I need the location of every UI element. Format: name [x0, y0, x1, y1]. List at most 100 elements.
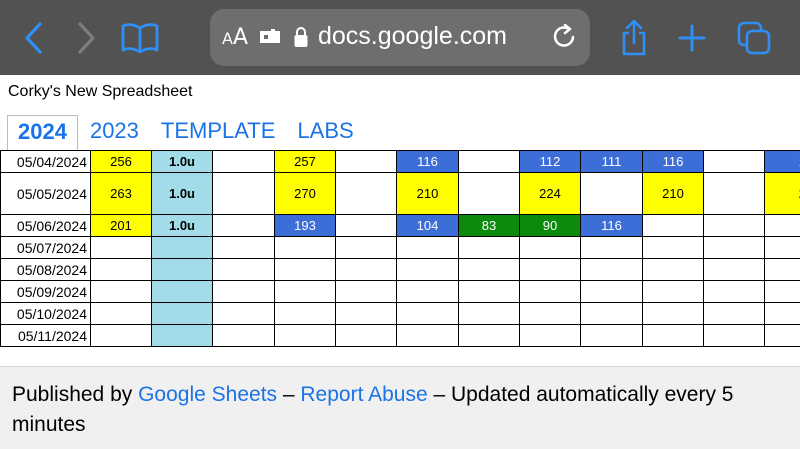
value-cell[interactable]	[703, 324, 765, 347]
value-cell[interactable]	[642, 258, 704, 281]
value-cell[interactable]	[580, 172, 643, 215]
value-cell[interactable]	[396, 302, 459, 325]
value-cell[interactable]	[519, 280, 581, 303]
value-cell[interactable]	[396, 236, 459, 259]
date-cell[interactable]: 05/09/2024	[0, 280, 91, 303]
date-cell[interactable]: 05/05/2024	[0, 172, 91, 215]
value-cell[interactable]	[458, 150, 520, 173]
value-cell[interactable]	[703, 172, 765, 215]
value-cell[interactable]	[212, 324, 275, 347]
value-cell[interactable]: 1.0u	[151, 150, 213, 173]
value-cell[interactable]	[764, 214, 800, 237]
value-cell[interactable]	[90, 302, 152, 325]
date-cell[interactable]: 05/07/2024	[0, 236, 91, 259]
value-cell[interactable]	[274, 324, 336, 347]
value-cell[interactable]: 210	[642, 172, 704, 215]
value-cell[interactable]	[703, 258, 765, 281]
reload-icon[interactable]	[552, 24, 578, 52]
share-button[interactable]	[610, 14, 658, 62]
value-cell[interactable]	[212, 258, 275, 281]
value-cell[interactable]	[703, 280, 765, 303]
value-cell[interactable]	[642, 214, 704, 237]
value-cell[interactable]	[764, 280, 800, 303]
value-cell[interactable]: 1.0u	[151, 172, 213, 215]
value-cell[interactable]: 257	[274, 150, 336, 173]
value-cell[interactable]	[335, 214, 397, 237]
value-cell[interactable]	[212, 172, 275, 215]
value-cell[interactable]	[90, 236, 152, 259]
date-cell[interactable]: 05/11/2024	[0, 324, 91, 347]
new-tab-button[interactable]	[668, 14, 716, 62]
value-cell[interactable]	[642, 236, 704, 259]
value-cell[interactable]	[212, 214, 275, 237]
tab-2024[interactable]: 2024	[7, 115, 78, 151]
value-cell[interactable]	[703, 302, 765, 325]
value-cell[interactable]: 116	[580, 214, 643, 237]
value-cell[interactable]	[335, 280, 397, 303]
value-cell[interactable]	[642, 302, 704, 325]
value-cell[interactable]	[212, 302, 275, 325]
value-cell[interactable]	[519, 236, 581, 259]
value-cell[interactable]: 224	[519, 172, 581, 215]
value-cell[interactable]: 111	[580, 150, 643, 173]
value-cell[interactable]	[642, 280, 704, 303]
value-cell[interactable]: 204	[764, 172, 800, 215]
date-cell[interactable]: 05/06/2024	[0, 214, 91, 237]
value-cell[interactable]: 104	[396, 214, 459, 237]
value-cell[interactable]: 120	[764, 150, 800, 173]
value-cell[interactable]: 90	[519, 214, 581, 237]
value-cell[interactable]: 193	[274, 214, 336, 237]
value-cell[interactable]: 1.0u	[151, 214, 213, 237]
tab-2023[interactable]: 2023	[89, 118, 139, 143]
value-cell[interactable]	[335, 150, 397, 173]
value-cell[interactable]	[458, 258, 520, 281]
value-cell[interactable]	[335, 324, 397, 347]
value-cell[interactable]	[519, 302, 581, 325]
value-cell[interactable]	[396, 280, 459, 303]
value-cell[interactable]	[580, 280, 643, 303]
report-abuse-link[interactable]: Report Abuse	[300, 383, 428, 406]
value-cell[interactable]	[396, 324, 459, 347]
value-cell[interactable]	[764, 302, 800, 325]
value-cell[interactable]	[703, 150, 765, 173]
value-cell[interactable]: 116	[642, 150, 704, 173]
date-cell[interactable]: 05/04/2024	[0, 150, 91, 173]
value-cell[interactable]: 263	[90, 172, 152, 215]
value-cell[interactable]	[335, 236, 397, 259]
date-cell[interactable]: 05/08/2024	[0, 258, 91, 281]
value-cell[interactable]	[764, 236, 800, 259]
spreadsheet-grid[interactable]: 05/04/20242561.0u25711611211111612005/05…	[0, 150, 800, 366]
tab-template[interactable]: TEMPLATE	[160, 118, 276, 143]
bookmarks-button[interactable]	[116, 14, 164, 62]
value-cell[interactable]: 201	[90, 214, 152, 237]
value-cell[interactable]	[458, 280, 520, 303]
value-cell[interactable]	[458, 172, 520, 215]
value-cell[interactable]: 112	[519, 150, 581, 173]
value-cell[interactable]	[212, 150, 275, 173]
tabs-button[interactable]	[730, 14, 778, 62]
address-bar[interactable]: AA docs.google.com	[210, 9, 590, 66]
value-cell[interactable]: 83	[458, 214, 520, 237]
value-cell[interactable]	[274, 236, 336, 259]
value-cell[interactable]	[642, 324, 704, 347]
value-cell[interactable]	[580, 258, 643, 281]
value-cell[interactable]: 270	[274, 172, 336, 215]
value-cell[interactable]	[151, 324, 213, 347]
value-cell[interactable]	[335, 258, 397, 281]
value-cell[interactable]	[519, 324, 581, 347]
value-cell[interactable]	[151, 280, 213, 303]
tab-labs[interactable]: LABS	[297, 118, 354, 143]
value-cell[interactable]	[335, 302, 397, 325]
value-cell[interactable]	[764, 258, 800, 281]
value-cell[interactable]: 256	[90, 150, 152, 173]
value-cell[interactable]	[90, 324, 152, 347]
value-cell[interactable]	[764, 324, 800, 347]
value-cell[interactable]	[151, 236, 213, 259]
value-cell[interactable]	[519, 258, 581, 281]
value-cell[interactable]	[335, 172, 397, 215]
value-cell[interactable]	[274, 258, 336, 281]
google-sheets-link[interactable]: Google Sheets	[138, 383, 278, 406]
value-cell[interactable]	[580, 324, 643, 347]
page-settings-button[interactable]: AA	[222, 25, 248, 50]
value-cell[interactable]	[90, 258, 152, 281]
